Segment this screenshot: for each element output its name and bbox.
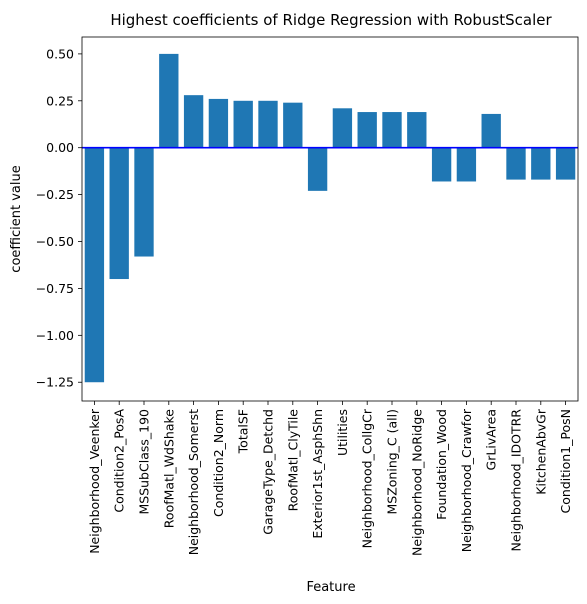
chart-title: Highest coefficients of Ridge Regression… [110,11,552,29]
bar-kitchenabvgr [531,147,551,180]
bar-foundation-wood [431,147,452,182]
x-tick-label: Neighborhood_Somerst [186,409,201,555]
y-tick-label: 0.50 [46,46,74,61]
y-tick-label: −0.25 [36,187,74,202]
x-tick-label: MSSubClass_190 [137,409,152,515]
x-tick-label: Neighborhood_Veenker [87,408,102,554]
bar-garagetype-detchd [258,100,278,148]
x-tick-label: Exterior1st_AsphShn [310,409,325,539]
y-tick-label: 0.00 [46,140,74,155]
bar-condition1-posn [555,147,576,180]
bar-mszoning-c-all [382,112,402,148]
bar-exterior1st-asphshn [307,147,328,191]
x-axis-ticks: Neighborhood_Veenker Condition2_PosA MSSub… [87,401,573,556]
bar-grlivarea [481,113,501,148]
x-tick-label: Condition1_PosN [558,409,573,513]
bar-neighborhood-collgcr [357,112,377,148]
x-tick-label: Foundation_Wood [434,409,449,520]
plot-frame [81,36,579,402]
bars-layer [84,53,576,383]
bar-totalsf [233,100,253,148]
x-tick-label: GrLivArea [484,409,499,470]
x-tick-label: GarageType_Detchd [261,409,276,535]
bar-condition2-posa [109,147,129,280]
bar-neighborhood-crawfor [456,147,477,182]
y-tick-label: −1.00 [36,328,74,343]
y-axis-ticks: 0.50 0.25 0.00 −0.25 −0.50 −0.75 −1.00 −1.25 [36,46,82,390]
x-tick-label: Condition2_PosA [112,409,127,513]
x-tick-label: Neighborhood_Crawfor [459,408,474,552]
bar-neighborhood-somerst [183,95,204,148]
bar-neighborhood-idotrr [506,147,526,180]
bar-condition2-norm [208,98,229,148]
bar-utilities [332,108,353,148]
x-tick-label: Condition2_Norm [211,409,226,517]
bar-roofmatl-wdshake [159,53,179,148]
y-tick-label: 0.25 [46,93,74,108]
bar-roofmatl-clytile [283,102,303,148]
x-tick-label: KitchenAbvGr [533,408,548,495]
bar-neighborhood-noridge [407,112,427,148]
bar-neighborhood-veenker [84,147,105,383]
x-tick-label: Neighborhood_NoRidge [409,409,424,556]
x-tick-label: TotalSF [236,409,251,454]
y-tick-label: −0.75 [36,281,74,296]
y-tick-label: −1.25 [36,375,74,390]
bar-mssubclass-190 [134,147,154,257]
y-tick-label: −0.50 [36,234,74,249]
x-tick-label: Utilities [335,409,350,456]
x-axis-label: Feature [306,580,355,595]
x-tick-label: MSZoning_C (all) [385,409,400,515]
x-tick-label: Neighborhood_IDOTRR [509,409,524,552]
x-tick-label: Neighborhood_CollgCr [360,408,375,548]
x-tick-label: RoofMatl_ClyTile [285,409,300,512]
x-tick-label: RoofMatl_WdShake [161,409,176,528]
y-axis-label: coefficient value [9,165,24,272]
